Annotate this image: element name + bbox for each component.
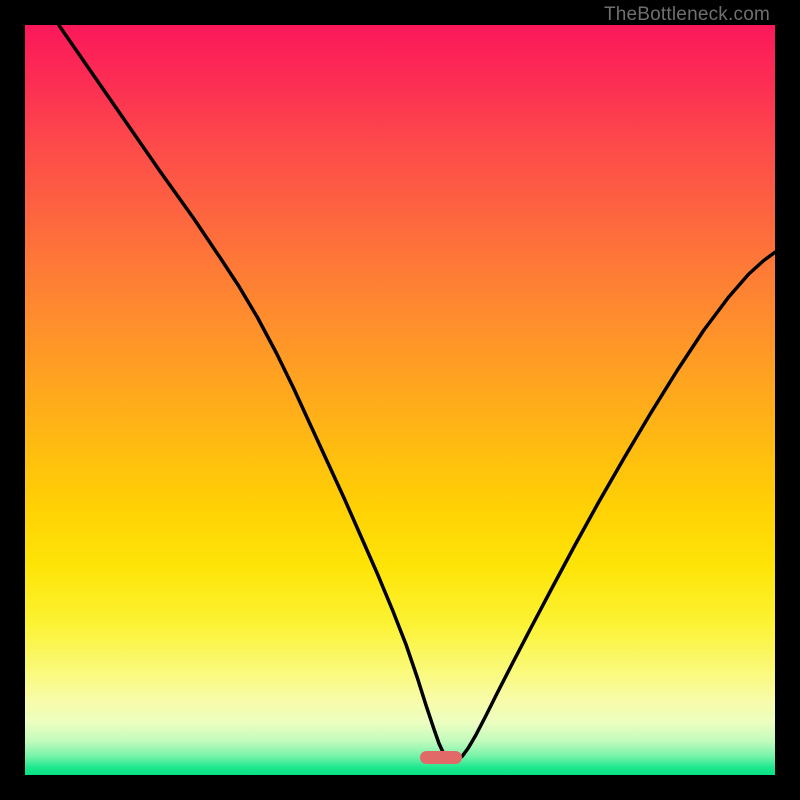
optimal-point-marker [420,751,462,764]
watermark-label: TheBottleneck.com [604,4,770,26]
plot-area [25,25,775,775]
chart-outer: TheBottleneck.com [0,0,800,800]
